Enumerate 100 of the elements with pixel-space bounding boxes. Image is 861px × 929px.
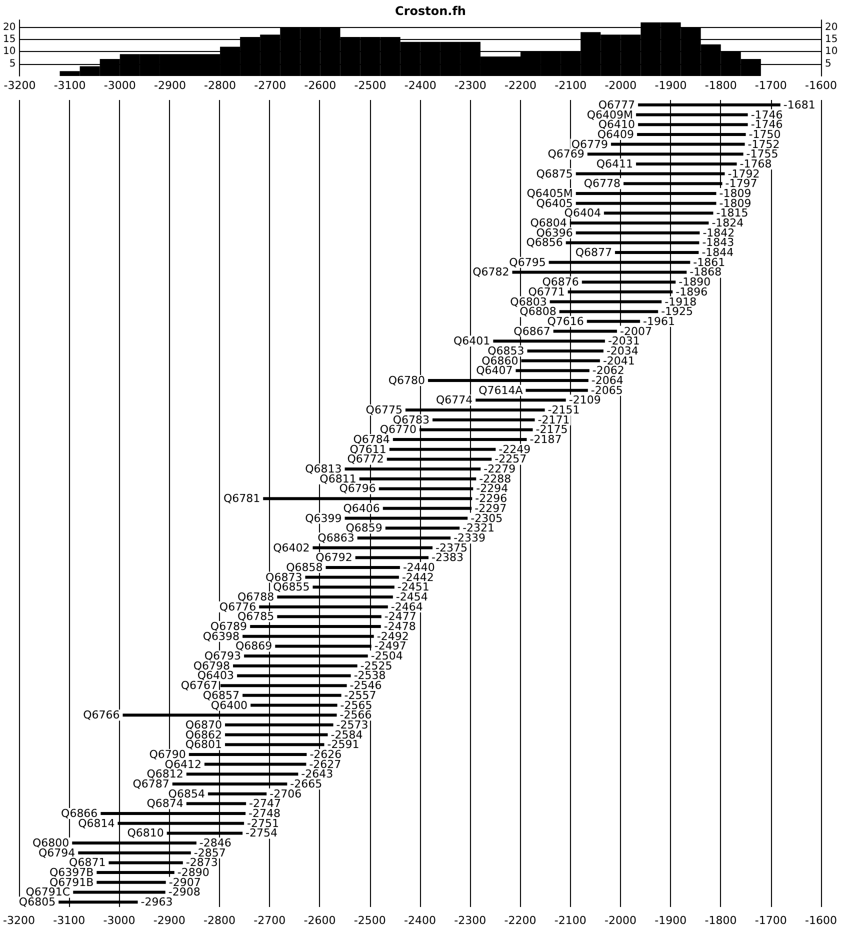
y-tick-label: Q6778 [584, 177, 621, 190]
x-tick-label: -2600 [304, 79, 336, 92]
y-tick-label: Q6405 [536, 196, 573, 210]
y-tick-label: Q6776 [219, 600, 256, 614]
x-tick-label: -2000 [604, 79, 637, 92]
data-label: -2109 [568, 394, 601, 407]
data-label: -2907 [168, 876, 201, 889]
y-tick-label: Q6857 [202, 688, 240, 702]
data-label: -2034 [606, 344, 638, 358]
x-tick-label: -2700 [254, 79, 286, 92]
x-tick-label: -1600 [805, 79, 837, 92]
data-label: -1809 [719, 186, 752, 200]
data-label: -2665 [290, 777, 322, 790]
y-tick-label: Q7614A [478, 384, 524, 397]
y-tick-label: Q6409 [597, 128, 634, 141]
data-label: -2857 [194, 846, 226, 860]
y-tick-label: Q6771 [528, 285, 565, 298]
data-label: -1809 [719, 196, 752, 210]
x-tick-label: -2100 [554, 914, 586, 927]
y-tick-label: Q7616 [547, 314, 584, 328]
y-tick-label: Q6796 [339, 482, 376, 496]
y-tick-label: Q6782 [472, 266, 510, 279]
y-tick-label: Q6867 [514, 324, 550, 338]
x-tick-label: -1800 [704, 914, 737, 927]
y-tick-label: 5 [9, 58, 16, 70]
data-label: -1681 [783, 98, 816, 112]
x-tick-label: -2900 [154, 79, 186, 92]
data-label: -2557 [344, 688, 376, 702]
data-label: -2454 [396, 590, 428, 604]
x-tick-label: -3200 [4, 79, 36, 92]
data-label: -1961 [643, 314, 676, 328]
x-tick-label: -1700 [754, 914, 787, 927]
y-tick-label: 10 [2, 46, 16, 58]
data-label: -2627 [309, 758, 342, 771]
y-tick-label: 20 [2, 22, 16, 33]
y-tick-label: Q6780 [388, 374, 426, 387]
x-tick-label: -1700 [754, 79, 787, 92]
y-tick-label: Q6794 [38, 846, 76, 860]
y-tick-label: Q6858 [286, 560, 323, 574]
data-label: -2151 [548, 404, 580, 417]
x-tick-label: -2200 [504, 79, 537, 92]
data-label: -2288 [479, 472, 512, 486]
x-tick-label: -1900 [654, 79, 687, 92]
y-tick-label: Q6805 [18, 896, 56, 909]
data-label: -2440 [402, 560, 435, 574]
y-tick-label: Q6770 [380, 423, 416, 436]
x-tick-label: -3000 [104, 79, 136, 92]
data-label: -1861 [693, 256, 726, 269]
x-tick-label: -2600 [304, 914, 336, 927]
x-tick-label: -2300 [454, 79, 486, 92]
x-tick-label: -1900 [654, 914, 687, 927]
x-tick-label: -2400 [404, 79, 436, 92]
data-label: -2754 [246, 826, 278, 840]
y2-tick-label: 20 [825, 22, 838, 33]
y-tick-label: Q6810 [127, 826, 164, 840]
data-label: -1750 [748, 128, 781, 141]
y-tick-label: Q6787 [132, 777, 170, 790]
x-tick-label: -2500 [354, 914, 386, 927]
y-tick-label: Q6853 [488, 344, 524, 358]
x-tick-label: -2500 [354, 79, 386, 92]
y-tick-label: Q6795 [509, 256, 546, 269]
y-tick-label: Q6877 [575, 246, 612, 260]
y-tick-label: Q6788 [237, 590, 274, 604]
y-tick-label: Q6801 [185, 738, 222, 752]
data-label: -1768 [740, 157, 772, 170]
data-label: -1752 [748, 138, 780, 151]
data-label: -2525 [360, 659, 392, 672]
y-tick-label: Q6406 [343, 502, 380, 515]
y-tick-label: Q6772 [347, 452, 384, 466]
data-label: -2041 [602, 354, 635, 368]
y-tick-label: Q6405M [526, 186, 573, 200]
data-label: -2339 [454, 531, 486, 544]
y-tick-label: Q6875 [536, 167, 573, 180]
y-tick-label: Q6874 [146, 797, 184, 810]
chart-title: Croston.fh [395, 4, 466, 18]
data-label: -1746 [750, 108, 783, 122]
y-tick-label: Q6404 [564, 206, 601, 220]
y2-tick-label: 15 [825, 34, 838, 45]
x-tick-label: -3100 [53, 914, 86, 927]
data-label: -2065 [590, 384, 623, 397]
y-tick-label: Q6803 [510, 295, 547, 308]
y-tick-label: Q6854 [168, 787, 205, 800]
y-tick-label: Q6870 [185, 718, 222, 732]
y-tick-label: Q6409M [586, 108, 634, 122]
y-tick-label: Q6402 [273, 541, 310, 554]
y2-tick-label: 10 [825, 46, 838, 58]
y-tick-label: Q6873 [266, 570, 302, 584]
data-label: -2064 [591, 374, 624, 387]
y-tick-label: Q6777 [598, 98, 636, 112]
x-tick-label: -2800 [204, 79, 236, 92]
y-tick-label: Q6856 [526, 236, 563, 250]
y-tick-label: Q6401 [454, 334, 490, 348]
x-tick-label: -2900 [153, 914, 186, 927]
data-label: -2464 [390, 600, 423, 614]
y-tick-label: Q6863 [318, 531, 354, 544]
y-tick-label: Q6774 [436, 394, 473, 407]
data-label: -2626 [310, 748, 342, 761]
y-tick-label: Q6411 [596, 157, 634, 170]
data-label: -2706 [270, 787, 302, 800]
data-label: -2007 [620, 324, 652, 338]
